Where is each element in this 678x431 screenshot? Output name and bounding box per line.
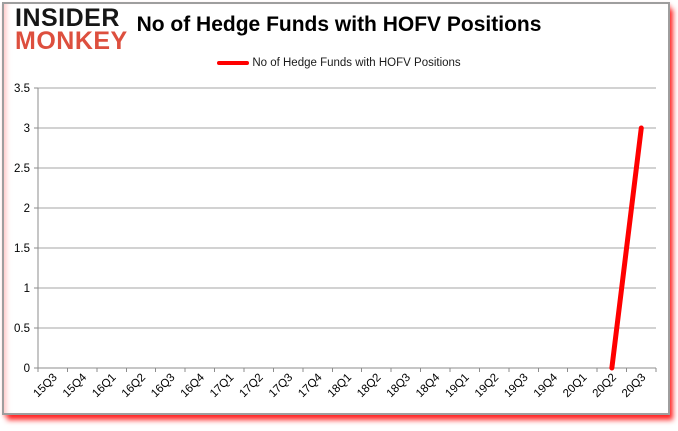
x-tick-label: 16Q3 [149, 372, 177, 400]
legend-label: No of Hedge Funds with HOFV Positions [252, 57, 461, 69]
x-tick-label: 18Q1 [326, 372, 354, 400]
x-tick-label: 15Q4 [61, 371, 90, 400]
logo-text-insider: INSIDER [15, 4, 120, 32]
y-tick-label: 2 [24, 203, 30, 215]
y-tick-label: 1 [24, 283, 30, 295]
x-tick-label: 17Q4 [296, 371, 325, 400]
x-tick-label: 19Q4 [532, 371, 561, 400]
x-tick-label: 20Q1 [561, 372, 589, 400]
x-tick-label: 17Q3 [267, 372, 295, 400]
insider-monkey-logo: INSIDER MONKEY [15, 4, 128, 55]
y-tick-label: 0.5 [14, 323, 30, 335]
x-tick-label: 19Q1 [443, 372, 471, 400]
y-tick-label: 2.5 [14, 163, 30, 175]
chart-legend: No of Hedge Funds with HOFV Positions [0, 57, 678, 69]
x-tick-label: 18Q2 [355, 372, 383, 400]
x-tick-label: 20Q3 [620, 372, 648, 400]
y-tick-label: 0 [24, 363, 30, 375]
x-tick-label: 15Q3 [31, 372, 59, 400]
x-tick-label: 18Q4 [414, 371, 443, 400]
series-line [609, 125, 644, 371]
logo-text-monkey: MONKEY [15, 27, 128, 55]
x-tick-label: 17Q2 [237, 372, 265, 400]
chart-title: No of Hedge Funds with HOFV Positions [136, 13, 542, 36]
x-tick-label: 20Q2 [591, 372, 619, 400]
y-tick-label: 3.5 [14, 83, 30, 95]
x-tick-label: 19Q3 [502, 372, 530, 400]
x-tick-label: 17Q1 [208, 372, 236, 400]
x-tick-label: 16Q4 [179, 371, 208, 400]
x-tick-label: 16Q1 [90, 372, 118, 400]
y-tick-label: 1.5 [14, 243, 30, 255]
legend-line-swatch [217, 61, 250, 65]
y-tick-label: 3 [24, 123, 30, 135]
x-tick-label: 16Q2 [120, 372, 148, 400]
x-tick-label: 19Q2 [473, 372, 501, 400]
x-tick-label: 18Q3 [385, 372, 413, 400]
